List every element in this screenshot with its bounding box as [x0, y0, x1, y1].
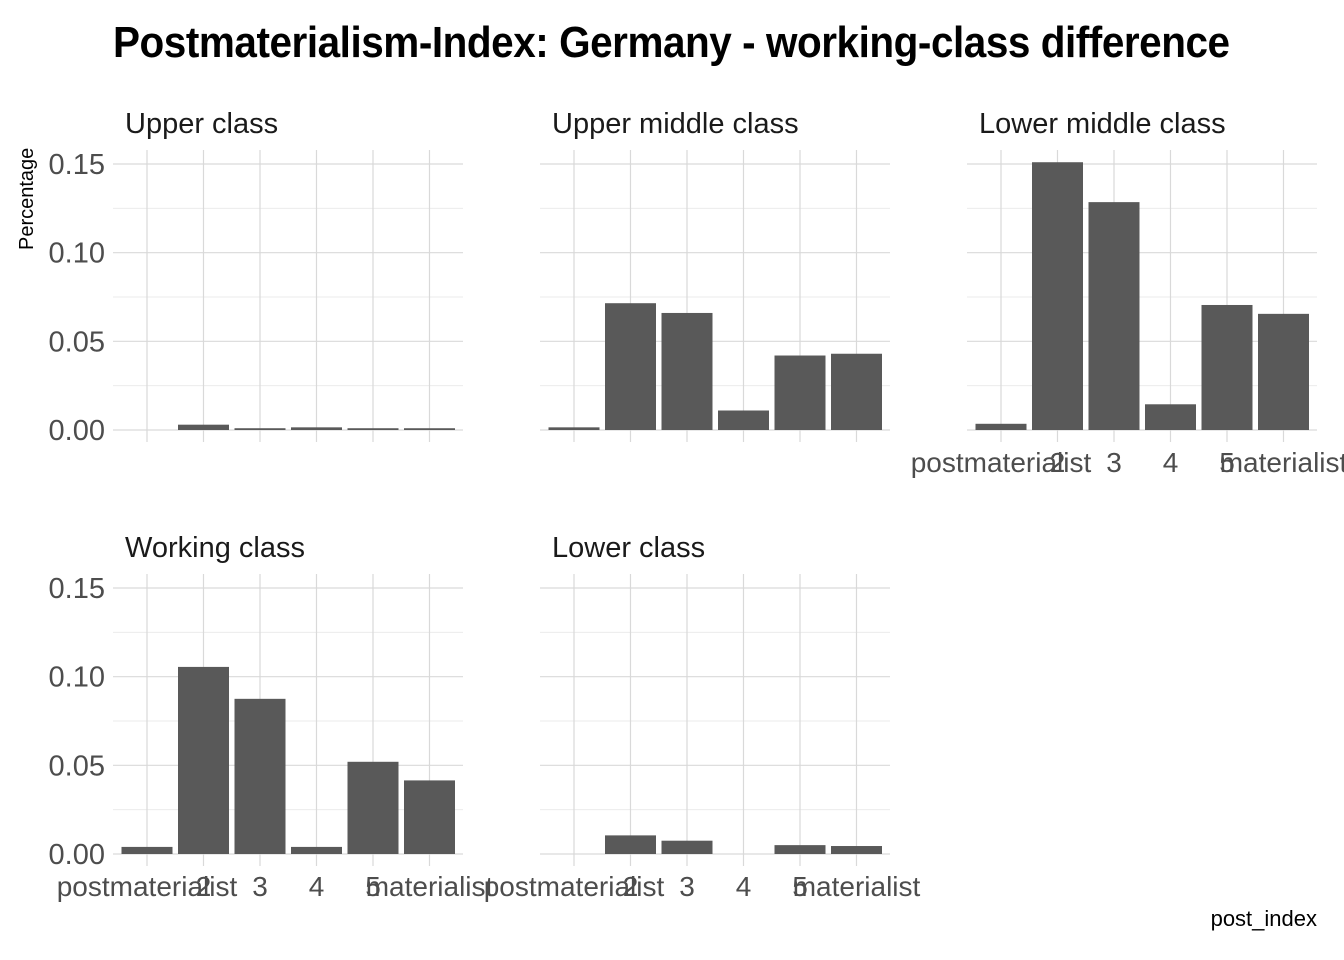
- facet-title: Working class: [125, 532, 305, 564]
- x-tick-label: 5: [1219, 447, 1235, 478]
- bar: [661, 840, 713, 854]
- x-tick-label: 3: [252, 871, 268, 902]
- facet-title: Lower class: [552, 532, 705, 564]
- facet-title: Upper class: [125, 108, 278, 140]
- bar: [1088, 202, 1140, 430]
- x-tick-label: postmaterialist: [911, 447, 1092, 478]
- x-tick-label: 5: [365, 871, 381, 902]
- x-tick-label: postmaterialist: [484, 871, 665, 902]
- bar: [1032, 162, 1083, 430]
- y-tick-label: 0.05: [49, 750, 105, 782]
- facet-title: Upper middle class: [552, 108, 799, 140]
- bar: [774, 845, 826, 854]
- x-tick-label: 2: [1050, 447, 1066, 478]
- bar: [234, 428, 286, 430]
- bar: [291, 427, 342, 430]
- x-tick-label: materialist: [1220, 447, 1344, 478]
- facet-title: Lower middle class: [979, 108, 1226, 140]
- bar: [1145, 404, 1196, 430]
- x-tick-label: materialist: [793, 871, 921, 902]
- bar: [234, 698, 286, 854]
- bar: [831, 846, 882, 854]
- bar: [605, 303, 656, 430]
- bar: [1258, 313, 1309, 430]
- bar: [347, 761, 399, 854]
- y-tick-label: 0.00: [49, 415, 105, 447]
- bar: [291, 846, 342, 854]
- bar: [404, 780, 455, 854]
- y-tick-label: 0.15: [49, 573, 105, 605]
- bar: [661, 312, 713, 430]
- x-axis-label: post_index: [1210, 906, 1317, 931]
- x-tick-label: 4: [1163, 447, 1179, 478]
- bar: [774, 355, 826, 430]
- bar: [178, 424, 229, 430]
- bar: [718, 410, 769, 430]
- bar: [548, 427, 600, 430]
- x-tick-label: 3: [1106, 447, 1122, 478]
- bar: [121, 846, 173, 854]
- bar: [404, 428, 455, 430]
- x-tick-label: 5: [792, 871, 808, 902]
- bar: [831, 353, 882, 430]
- x-tick-label: 3: [679, 871, 695, 902]
- bar: [347, 428, 399, 430]
- x-tick-label: 2: [196, 871, 212, 902]
- x-tick-label: postmaterialist: [57, 871, 238, 902]
- y-tick-label: 0.15: [49, 149, 105, 181]
- y-tick-label: 0.05: [49, 326, 105, 358]
- y-tick-label: 0.10: [49, 238, 105, 270]
- bar: [1201, 304, 1253, 430]
- bar: [605, 835, 656, 854]
- x-tick-label: 4: [309, 871, 325, 902]
- bar: [178, 666, 229, 854]
- x-tick-label: 2: [623, 871, 639, 902]
- y-tick-label: 0.10: [49, 662, 105, 694]
- y-tick-label: 0.00: [49, 839, 105, 871]
- x-tick-label: materialist: [366, 871, 494, 902]
- x-tick-label: 4: [736, 871, 752, 902]
- bar: [975, 423, 1027, 430]
- chart-title: Postmaterialism-Index: Germany - working…: [113, 18, 1230, 67]
